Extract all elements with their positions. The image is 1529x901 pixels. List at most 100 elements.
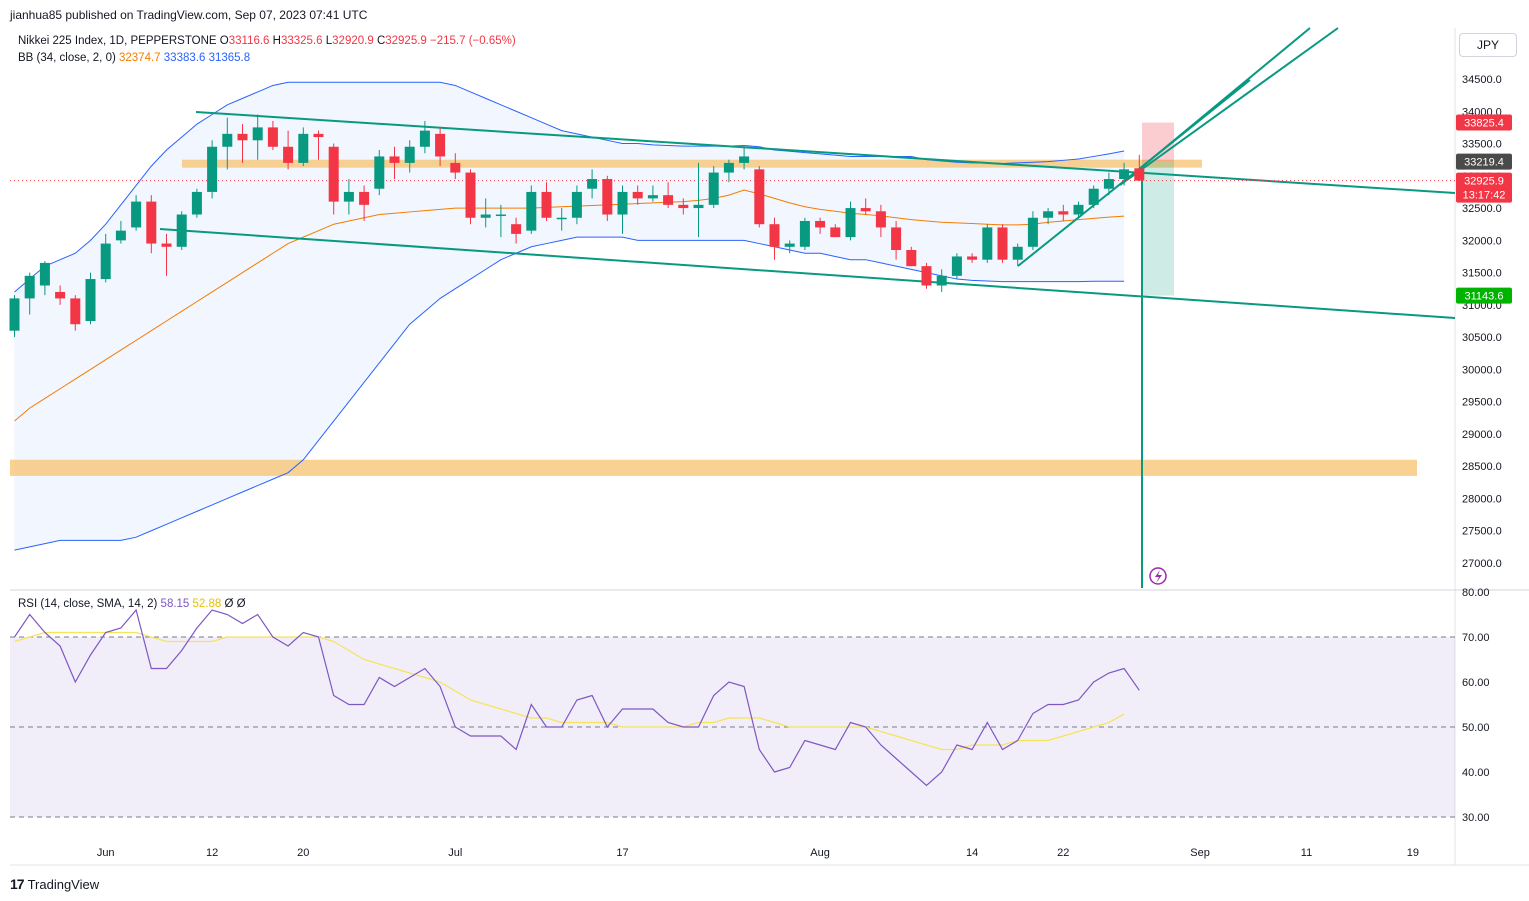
ohlc-close: C32925.9	[377, 35, 427, 47]
candle	[39, 260, 50, 296]
time-tick-label: 22	[1057, 847, 1069, 859]
bb-fill	[14, 82, 1125, 551]
candle	[70, 295, 81, 331]
candle	[1134, 154, 1145, 181]
candle-body	[526, 191, 537, 231]
candle	[1119, 162, 1130, 186]
candle	[997, 224, 1008, 263]
candle	[419, 120, 430, 154]
candle	[328, 143, 339, 215]
bb-basis-value: 32374.7	[119, 52, 161, 64]
candle	[176, 211, 187, 251]
published-caption: jianhua85 published on TradingView.com, …	[10, 8, 368, 22]
price-tick-label: 34500.0	[1462, 74, 1502, 86]
candle-body	[404, 146, 415, 163]
candle	[982, 224, 993, 263]
candle	[207, 140, 218, 199]
candle-body	[541, 191, 552, 218]
candle	[9, 295, 20, 338]
currency-button[interactable]: JPY	[1459, 33, 1517, 57]
tradingview-logo-icon: 17	[10, 876, 25, 892]
candle	[343, 179, 354, 215]
bb-basis-line	[14, 189, 1125, 422]
candle	[556, 208, 567, 231]
candle-body	[115, 230, 126, 241]
candle-body	[647, 195, 658, 199]
symbol-name[interactable]: Nikkei 225 Index, 1D, PEPPERSTONE	[18, 35, 217, 47]
close-label: C	[376, 35, 386, 47]
brand-name: TradingView	[27, 876, 100, 892]
time-tick-label: Jun	[97, 847, 115, 859]
candle	[267, 120, 278, 150]
candle-body	[663, 195, 674, 205]
rsi-tick-label: 30.00	[1462, 812, 1490, 824]
candle	[450, 153, 461, 180]
time-tick-label: 17	[616, 847, 628, 859]
price-tick-label: 29500.0	[1462, 397, 1502, 409]
candle-body	[845, 208, 856, 238]
candle	[374, 149, 385, 196]
candle-body	[85, 279, 96, 321]
candle-body	[921, 266, 932, 286]
candle	[617, 185, 628, 234]
candle-body	[860, 208, 871, 212]
tradingview-brand[interactable]: 17 TradingView	[10, 876, 99, 892]
candle-body	[1043, 211, 1054, 218]
candle	[799, 217, 810, 251]
candle	[541, 182, 552, 221]
time-tick-label: Sep	[1190, 847, 1210, 859]
price-tick-label: 32500.0	[1462, 203, 1502, 215]
candle-body	[222, 133, 233, 147]
candle	[359, 185, 370, 221]
candle	[24, 272, 35, 315]
rsi-extra-2: Ø	[236, 598, 246, 610]
candle-body	[1134, 168, 1145, 181]
low-label: L	[325, 35, 333, 47]
price-axis: 34500.034000.033500.033000.032500.032000…	[1462, 74, 1502, 570]
trendline-1	[195, 111, 1456, 194]
alert-bolt-glyph	[1155, 570, 1162, 583]
candle	[1027, 211, 1038, 251]
candle	[936, 269, 947, 292]
rsi-extra-1: Ø	[224, 598, 234, 610]
candle-body	[936, 275, 947, 286]
price-tick-label: 27500.0	[1462, 526, 1502, 538]
candle	[708, 166, 719, 209]
candle	[875, 204, 886, 238]
rsi-label[interactable]: RSI (14, close, SMA, 14, 2)	[18, 598, 158, 610]
candle	[571, 185, 582, 225]
candle	[222, 117, 233, 170]
candle	[161, 233, 172, 276]
bb-label[interactable]: BB (34, close, 2, 0)	[18, 52, 116, 64]
stop-zone-box	[1142, 122, 1174, 162]
candle-body	[161, 243, 172, 247]
rsi-legend: RSI (14, close, SMA, 14, 2) 58.15 52.88 …	[18, 598, 246, 610]
candle-body	[252, 127, 263, 141]
close-value: 32925.9	[385, 35, 427, 47]
resistance-zone-2	[10, 459, 1417, 476]
time-tick-label: Jul	[448, 847, 462, 859]
candle-body	[313, 133, 324, 138]
candle-body	[1058, 211, 1069, 215]
resistance-zone-1	[182, 159, 1202, 168]
bb-legend: BB (34, close, 2, 0) 32374.7 33383.6 313…	[18, 52, 250, 64]
target-price-tag: 31143.6	[1465, 291, 1504, 303]
price-tick-label: 30500.0	[1462, 332, 1502, 344]
candle	[526, 185, 537, 234]
time-axis: Jun1220Jul17Aug1422Sep1119Oct	[97, 847, 1419, 859]
candle-body	[359, 191, 370, 205]
candle-body	[495, 214, 506, 217]
candle-body	[465, 172, 476, 218]
candle-body	[237, 133, 248, 141]
time-tick-label: 19	[1407, 847, 1419, 859]
price-tick-label: 28000.0	[1462, 493, 1502, 505]
candle-body	[328, 146, 339, 202]
candle-body	[298, 133, 309, 163]
candle	[921, 262, 932, 289]
candle-body	[906, 250, 917, 267]
candle	[632, 185, 643, 205]
candle-body	[739, 156, 750, 163]
candle-body	[1073, 204, 1084, 215]
candle-body	[754, 169, 765, 225]
